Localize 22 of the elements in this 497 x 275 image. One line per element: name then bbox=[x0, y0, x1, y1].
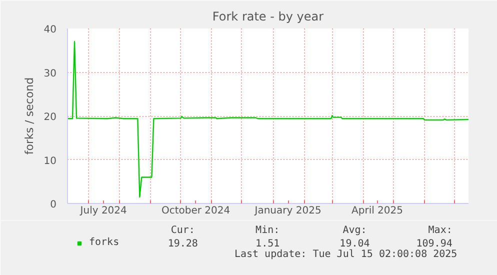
text: Avg: bbox=[342, 225, 367, 236]
y-axis-title: forks / second bbox=[22, 77, 36, 155]
chart-title: Fork rate - by year bbox=[212, 10, 324, 24]
text: 19.28 bbox=[168, 238, 198, 250]
y-tick-label: 10 bbox=[44, 156, 57, 167]
x-tick-label: July 2024 bbox=[79, 206, 127, 216]
text: Max: bbox=[428, 225, 452, 236]
x-tick-label: January 2025 bbox=[254, 206, 322, 216]
text: 19.04 bbox=[340, 238, 370, 250]
text: Cur: bbox=[170, 225, 195, 236]
x-tick-label: April 2025 bbox=[352, 206, 404, 216]
line-series bbox=[68, 41, 468, 198]
text: 109.94 bbox=[416, 238, 452, 250]
text: Last update: Tue Jul 15 02:00:08 2025 bbox=[234, 249, 458, 260]
y-tick-label: 0 bbox=[50, 200, 57, 210]
y-tick-label: 20 bbox=[44, 112, 57, 123]
legend-label: forks bbox=[89, 237, 120, 248]
x-tick-label: October 2024 bbox=[161, 206, 230, 216]
text: 1.51 bbox=[256, 238, 280, 250]
y-tick-label: 40 bbox=[44, 24, 57, 36]
text: Min: bbox=[256, 225, 280, 236]
y-tick-label: 30 bbox=[44, 68, 57, 80]
